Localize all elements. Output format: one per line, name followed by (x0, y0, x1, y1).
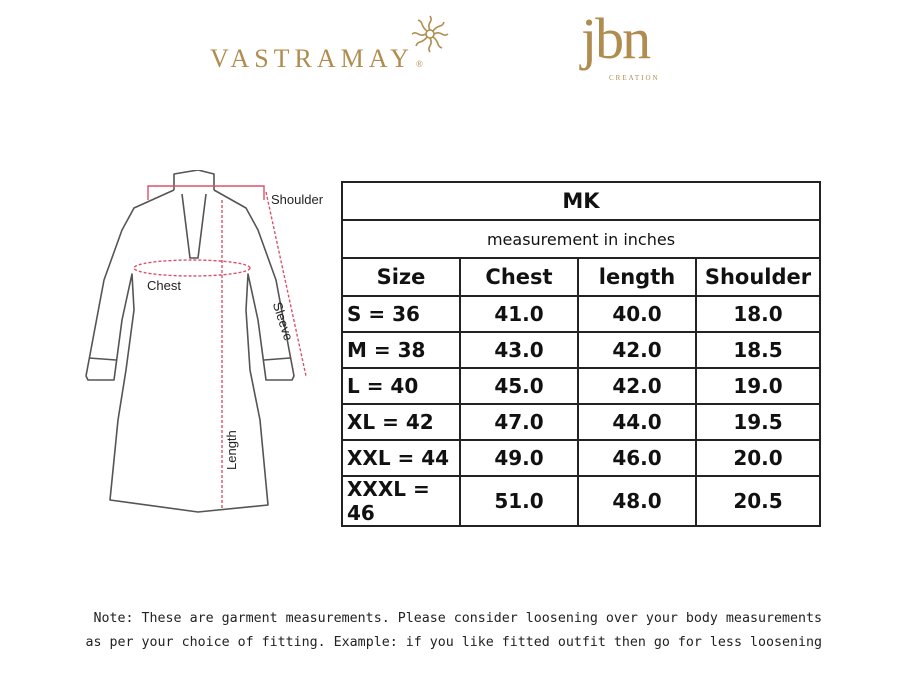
note-line-1: Note: These are garment measurements. Pl… (93, 611, 823, 626)
cell-chest: 43.0 (459, 331, 579, 369)
vastramay-brand-name: VASTRAMAY ® (210, 44, 423, 74)
cell-size: L = 40 (341, 367, 461, 405)
cell-size: XL = 42 (341, 403, 461, 441)
cell-chest: 45.0 (459, 367, 579, 405)
cell-length: 40.0 (577, 295, 697, 333)
cell-chest: 47.0 (459, 403, 579, 441)
cell-shoulder: 18.5 (695, 331, 821, 369)
cell-shoulder: 20.5 (695, 475, 821, 527)
cell-shoulder: 19.0 (695, 367, 821, 405)
cell-length: 46.0 (577, 439, 697, 477)
chest-measure-line (133, 259, 251, 277)
table-subtitle: measurement in inches (341, 219, 821, 259)
brand-name-text: VASTRAMAY (210, 44, 414, 73)
cell-length: 48.0 (577, 475, 697, 527)
table-row: S = 36 41.0 40.0 18.0 (341, 295, 821, 333)
sleeve-measure-line (265, 191, 307, 377)
table-row: XXL = 44 49.0 46.0 20.0 (341, 439, 821, 477)
header-shoulder: Shoulder (695, 257, 821, 297)
kurta-diagram (85, 170, 307, 513)
table-row: M = 38 43.0 42.0 18.5 (341, 331, 821, 369)
table-subtitle-row: measurement in inches (341, 219, 821, 259)
diagram-label-shoulder: Shoulder (271, 192, 324, 207)
table-title-row: MK (341, 181, 821, 221)
cell-chest: 49.0 (459, 439, 579, 477)
table-row: XL = 42 47.0 44.0 19.5 (341, 403, 821, 441)
cell-size: XXXL = 46 (341, 475, 461, 527)
cell-length: 44.0 (577, 403, 697, 441)
header-chest: Chest (459, 257, 579, 297)
size-chart-table: MK measurement in inches Size Chest leng… (341, 181, 821, 527)
table-title: MK (341, 181, 821, 221)
cell-shoulder: 19.5 (695, 403, 821, 441)
cell-chest: 51.0 (459, 475, 579, 527)
registered-mark: ® (415, 59, 423, 69)
diagram-label-chest: Chest (147, 278, 181, 293)
vastramay-logo (410, 14, 450, 59)
cell-size: M = 38 (341, 331, 461, 369)
table-header-row: Size Chest length Shoulder (341, 257, 821, 297)
flower-emblem-icon (411, 15, 449, 53)
table-row: XXXL = 46 51.0 48.0 20.5 (341, 475, 821, 527)
cell-size: XXL = 44 (341, 439, 461, 477)
cell-shoulder: 18.0 (695, 295, 821, 333)
garment-outline (85, 189, 295, 513)
cell-length: 42.0 (577, 367, 697, 405)
header-size: Size (341, 257, 461, 297)
cell-size: S = 36 (341, 295, 461, 333)
note-line-2: as per your choice of fitting. Example: … (85, 635, 823, 650)
cell-length: 42.0 (577, 331, 697, 369)
jbn-brand-subtitle: CREATION (609, 74, 660, 82)
header-length: length (577, 257, 697, 297)
jbn-brand-name: jbn (581, 6, 651, 71)
cell-chest: 41.0 (459, 295, 579, 333)
cell-shoulder: 20.0 (695, 439, 821, 477)
shoulder-measure-line (147, 185, 265, 200)
table-row: L = 40 45.0 42.0 19.0 (341, 367, 821, 405)
collar-outline (173, 170, 215, 190)
diagram-label-length: Length (224, 430, 239, 470)
placket-outline (181, 193, 207, 259)
